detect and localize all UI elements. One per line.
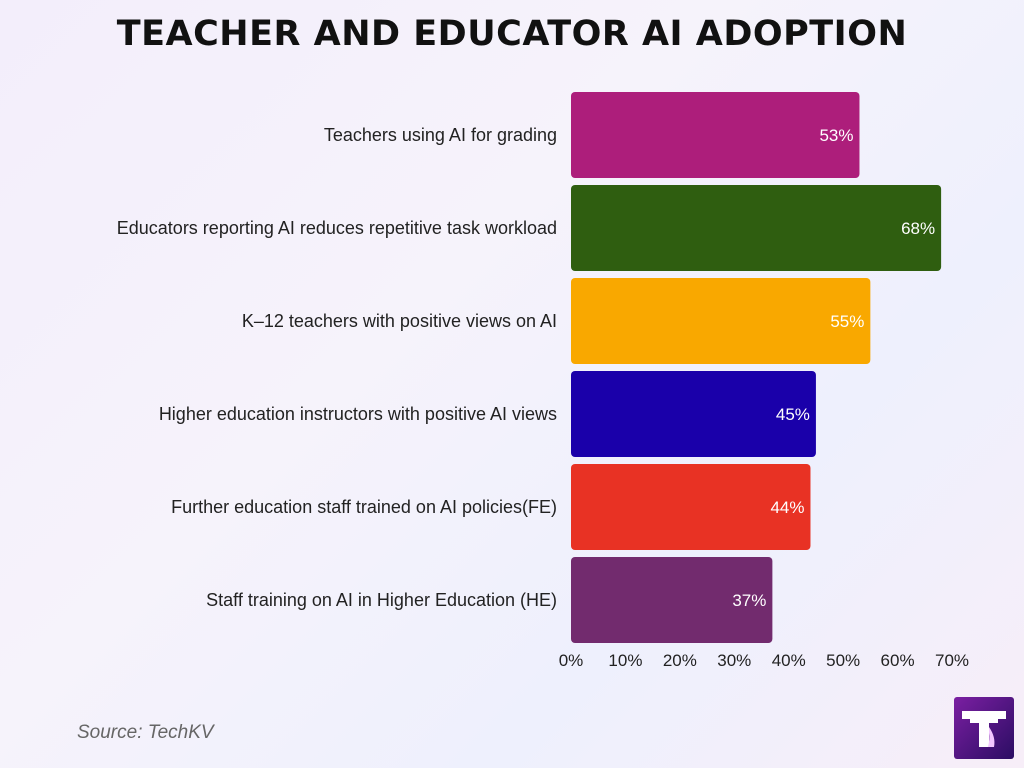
bar-3: [571, 278, 871, 364]
value-label-2: 68%: [901, 219, 935, 238]
value-label-4: 45%: [776, 405, 810, 424]
source-label: Source: TechKV: [77, 722, 214, 743]
x-tick-label-7: 70%: [935, 651, 969, 670]
x-tick-label-6: 60%: [881, 651, 915, 670]
value-label-6: 37%: [732, 591, 766, 610]
category-label-6: Staff training on AI in Higher Education…: [206, 590, 557, 610]
value-label-5: 44%: [770, 498, 804, 517]
x-tick-label-1: 10%: [608, 651, 642, 670]
bar-2: [571, 185, 942, 271]
category-label-4: Higher education instructors with positi…: [159, 404, 557, 424]
x-axis-ticks: 0% 10% 20% 30% 40% 50% 60% 70%: [559, 651, 969, 670]
techkv-logo-icon: [954, 697, 1014, 759]
chart-title: TEACHER AND EDUCATOR AI ADOPTION: [116, 14, 908, 54]
x-tick-label-2: 20%: [663, 651, 697, 670]
category-label-3: K–12 teachers with positive views on AI: [242, 311, 557, 331]
bar-6: [571, 557, 773, 643]
x-tick-label-3: 30%: [717, 651, 751, 670]
x-tick-label-0: 0%: [559, 651, 584, 670]
category-label-5: Further education staff trained on AI po…: [171, 497, 557, 517]
category-label-1: Teachers using AI for grading: [324, 125, 557, 145]
bar-4: [571, 371, 816, 457]
x-tick-label-4: 40%: [772, 651, 806, 670]
bars-group: [571, 92, 942, 643]
category-labels: Teachers using AI for grading Educators r…: [117, 125, 557, 610]
category-label-2: Educators reporting AI reduces repetitiv…: [117, 218, 557, 238]
value-labels: 53% 68% 55% 45% 44% 37%: [732, 126, 935, 610]
bar-5: [571, 464, 811, 550]
value-label-1: 53%: [819, 126, 853, 145]
x-tick-label-5: 50%: [826, 651, 860, 670]
value-label-3: 55%: [830, 312, 864, 331]
bar-1: [571, 92, 860, 178]
